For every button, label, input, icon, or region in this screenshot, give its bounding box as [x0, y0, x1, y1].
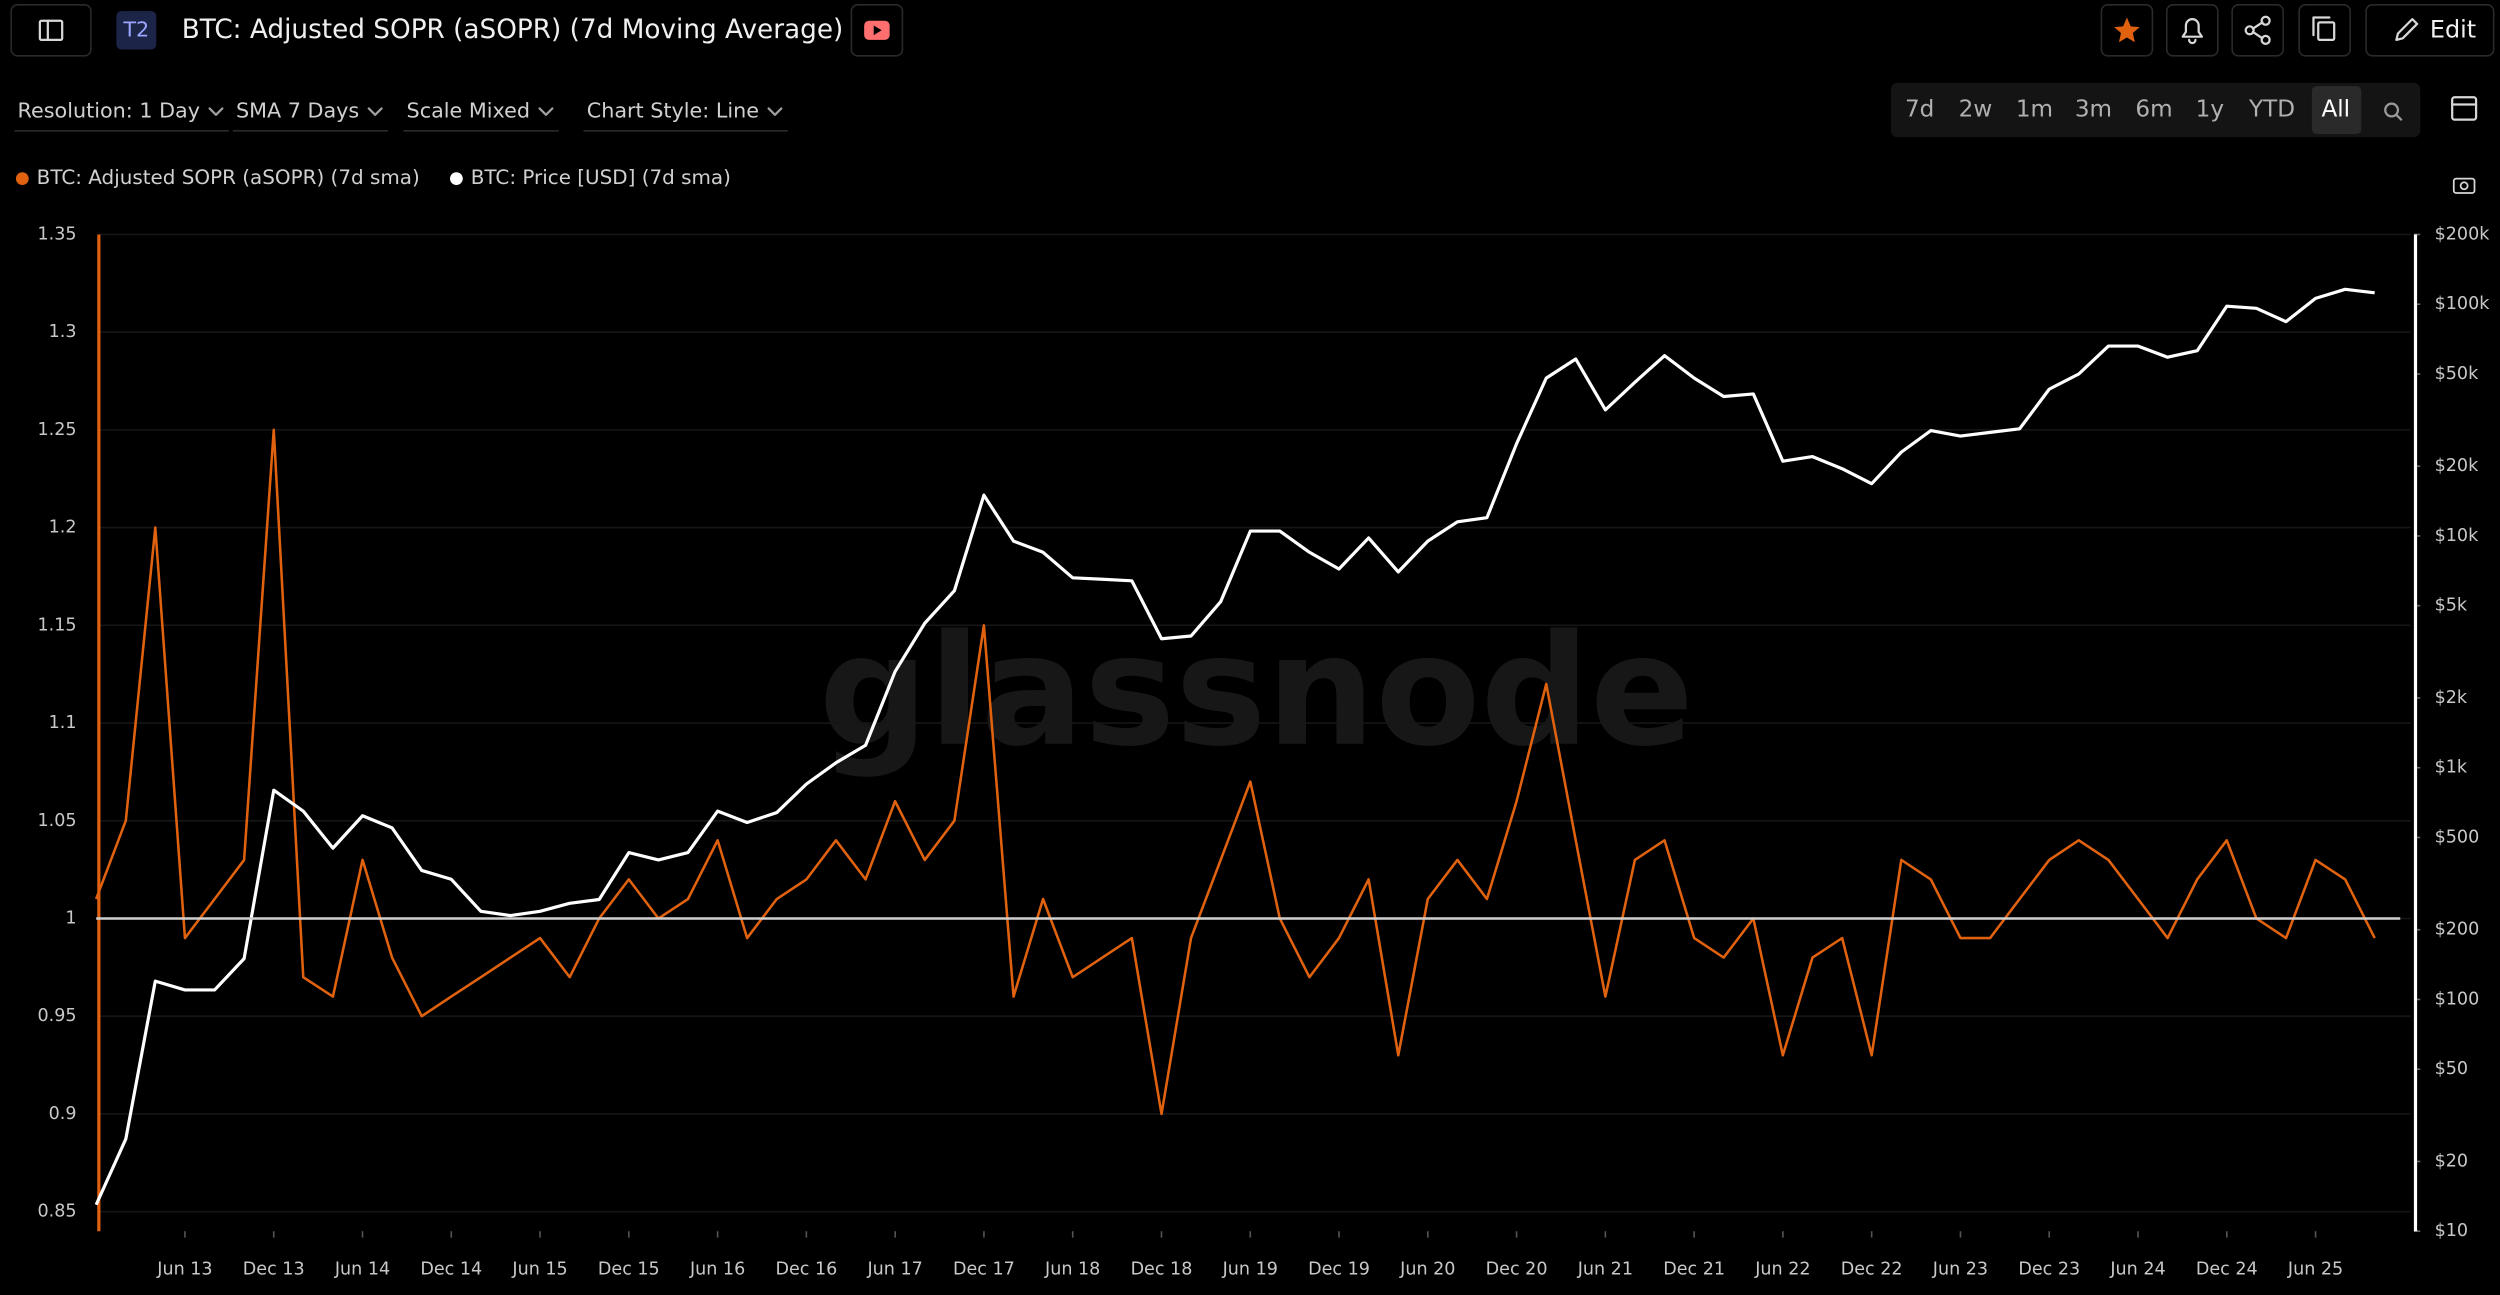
edit-label: Edit — [2430, 15, 2476, 43]
range-button[interactable]: 1y — [2196, 97, 2224, 123]
x-tick-label: Dec 23 — [2018, 1259, 2080, 1279]
range-active — [2311, 86, 2362, 134]
share-button[interactable] — [2231, 3, 2284, 57]
watermark: glassnode — [819, 603, 1694, 781]
x-tick-label: Dec 17 — [953, 1259, 1015, 1279]
x-tick-label: Jun 17 — [867, 1259, 923, 1279]
range-button[interactable]: 6m — [2135, 97, 2172, 123]
zoom-button[interactable] — [2369, 89, 2410, 130]
dropdown-chevron — [208, 107, 224, 116]
y-tick-label: 1.25 — [37, 420, 76, 440]
dropdown-label[interactable]: Chart Style: Line — [587, 99, 759, 123]
x-tick-label: Jun 24 — [2109, 1259, 2165, 1279]
range-button[interactable]: YTD — [2248, 97, 2295, 123]
y2-tick-label: $2k — [2435, 688, 2468, 708]
sidebar-toggle[interactable] — [10, 3, 92, 57]
x-tick-label: Dec 19 — [1308, 1259, 1370, 1279]
camera-button[interactable] — [2452, 177, 2476, 194]
y-tick-label: 1 — [65, 908, 76, 928]
x-tick-label: Jun 19 — [1222, 1259, 1278, 1279]
y2-tick-label: $100 — [2435, 989, 2480, 1009]
y-tick-label: 1.15 — [37, 615, 76, 635]
x-tick-label: Jun 25 — [2287, 1259, 2343, 1279]
x-tick-label: Jun 18 — [1044, 1259, 1100, 1279]
legend-swatch — [15, 172, 29, 185]
y2-tick-label: $50k — [2435, 364, 2479, 384]
y2-tick-label: $20k — [2435, 456, 2479, 476]
dropdown-label[interactable]: Scale Mixed — [407, 99, 530, 123]
x-tick-label: Dec 16 — [775, 1259, 837, 1279]
badge-bg — [116, 11, 157, 50]
y-tick-label: 0.95 — [37, 1006, 76, 1026]
x-tick-label: Dec 18 — [1131, 1259, 1193, 1279]
y-tick-label: 1.35 — [37, 224, 76, 244]
series-line — [94, 428, 2376, 1116]
y-tick-label: 1.1 — [49, 713, 77, 733]
y2-tick-label: $20 — [2435, 1151, 2468, 1171]
calendar-button[interactable] — [2451, 96, 2478, 121]
range-button[interactable]: 2w — [1959, 97, 1993, 123]
y-tick-label: 0.85 — [37, 1202, 76, 1222]
x-tick-label: Jun 23 — [1932, 1259, 1988, 1279]
favorite-button[interactable] — [2100, 3, 2154, 57]
y2-tick-label: $500 — [2435, 827, 2480, 847]
y2-tick-label: $5k — [2435, 596, 2468, 616]
x-tick-label: Dec 15 — [598, 1259, 660, 1279]
x-tick-label: Dec 21 — [1663, 1259, 1725, 1279]
x-tick-label: Dec 20 — [1486, 1259, 1548, 1279]
x-tick-label: Jun 20 — [1399, 1259, 1455, 1279]
legend-label: BTC: Price [USD] (7d sma) — [471, 166, 731, 189]
dropdown-label[interactable]: Resolution: 1 Day — [18, 99, 200, 123]
range-button[interactable]: 7d — [1905, 97, 1934, 123]
range-panel — [1890, 82, 2421, 138]
series-line — [94, 287, 2375, 1206]
legend-label: BTC: Adjusted SOPR (aSOPR) (7d sma) — [37, 166, 420, 189]
dropdown-chevron — [538, 107, 554, 116]
y-tick-label: 1.3 — [49, 322, 77, 342]
duplicate-button[interactable] — [2298, 3, 2351, 57]
y-tick-label: 0.9 — [49, 1104, 77, 1124]
y2-tick-label: $50 — [2435, 1059, 2468, 1079]
x-tick-label: Jun 13 — [156, 1259, 212, 1279]
video-button[interactable] — [850, 3, 904, 57]
y2-tick-label: $10 — [2435, 1221, 2468, 1241]
title: BTC: Adjusted SOPR (aSOPR) (7d Moving Av… — [182, 15, 844, 45]
x-tick-label: Dec 24 — [2196, 1259, 2258, 1279]
badge: T2 — [122, 17, 149, 41]
alert-button[interactable] — [2165, 3, 2219, 57]
x-tick-label: Jun 15 — [511, 1259, 567, 1279]
y-tick-label: 1.2 — [49, 518, 77, 538]
y2-tick-label: $200k — [2435, 224, 2491, 244]
dropdown-chevron — [767, 107, 783, 116]
x-tick-label: Jun 14 — [334, 1259, 390, 1279]
dropdown-chevron — [367, 107, 383, 116]
range-button[interactable]: 1m — [2016, 97, 2053, 123]
y2-tick-label: $10k — [2435, 526, 2479, 546]
range-button[interactable]: All — [2321, 97, 2350, 123]
x-tick-label: Dec 22 — [1841, 1259, 1903, 1279]
range-button[interactable]: 3m — [2075, 97, 2112, 123]
x-tick-label: Dec 13 — [243, 1259, 305, 1279]
edit-button[interactable]: Edit — [2365, 3, 2495, 57]
y2-tick-label: $100k — [2435, 294, 2491, 314]
legend-swatch — [450, 172, 463, 185]
x-tick-label: Jun 16 — [689, 1259, 745, 1279]
x-tick-label: Jun 22 — [1754, 1259, 1810, 1279]
y2-tick-label: $200 — [2435, 920, 2480, 940]
x-tick-label: Jun 21 — [1577, 1259, 1633, 1279]
dropdown-label[interactable]: SMA 7 Days — [236, 99, 359, 123]
y-tick-label: 1.05 — [37, 811, 76, 831]
x-tick-label: Dec 14 — [420, 1259, 482, 1279]
y2-tick-label: $1k — [2435, 758, 2468, 778]
